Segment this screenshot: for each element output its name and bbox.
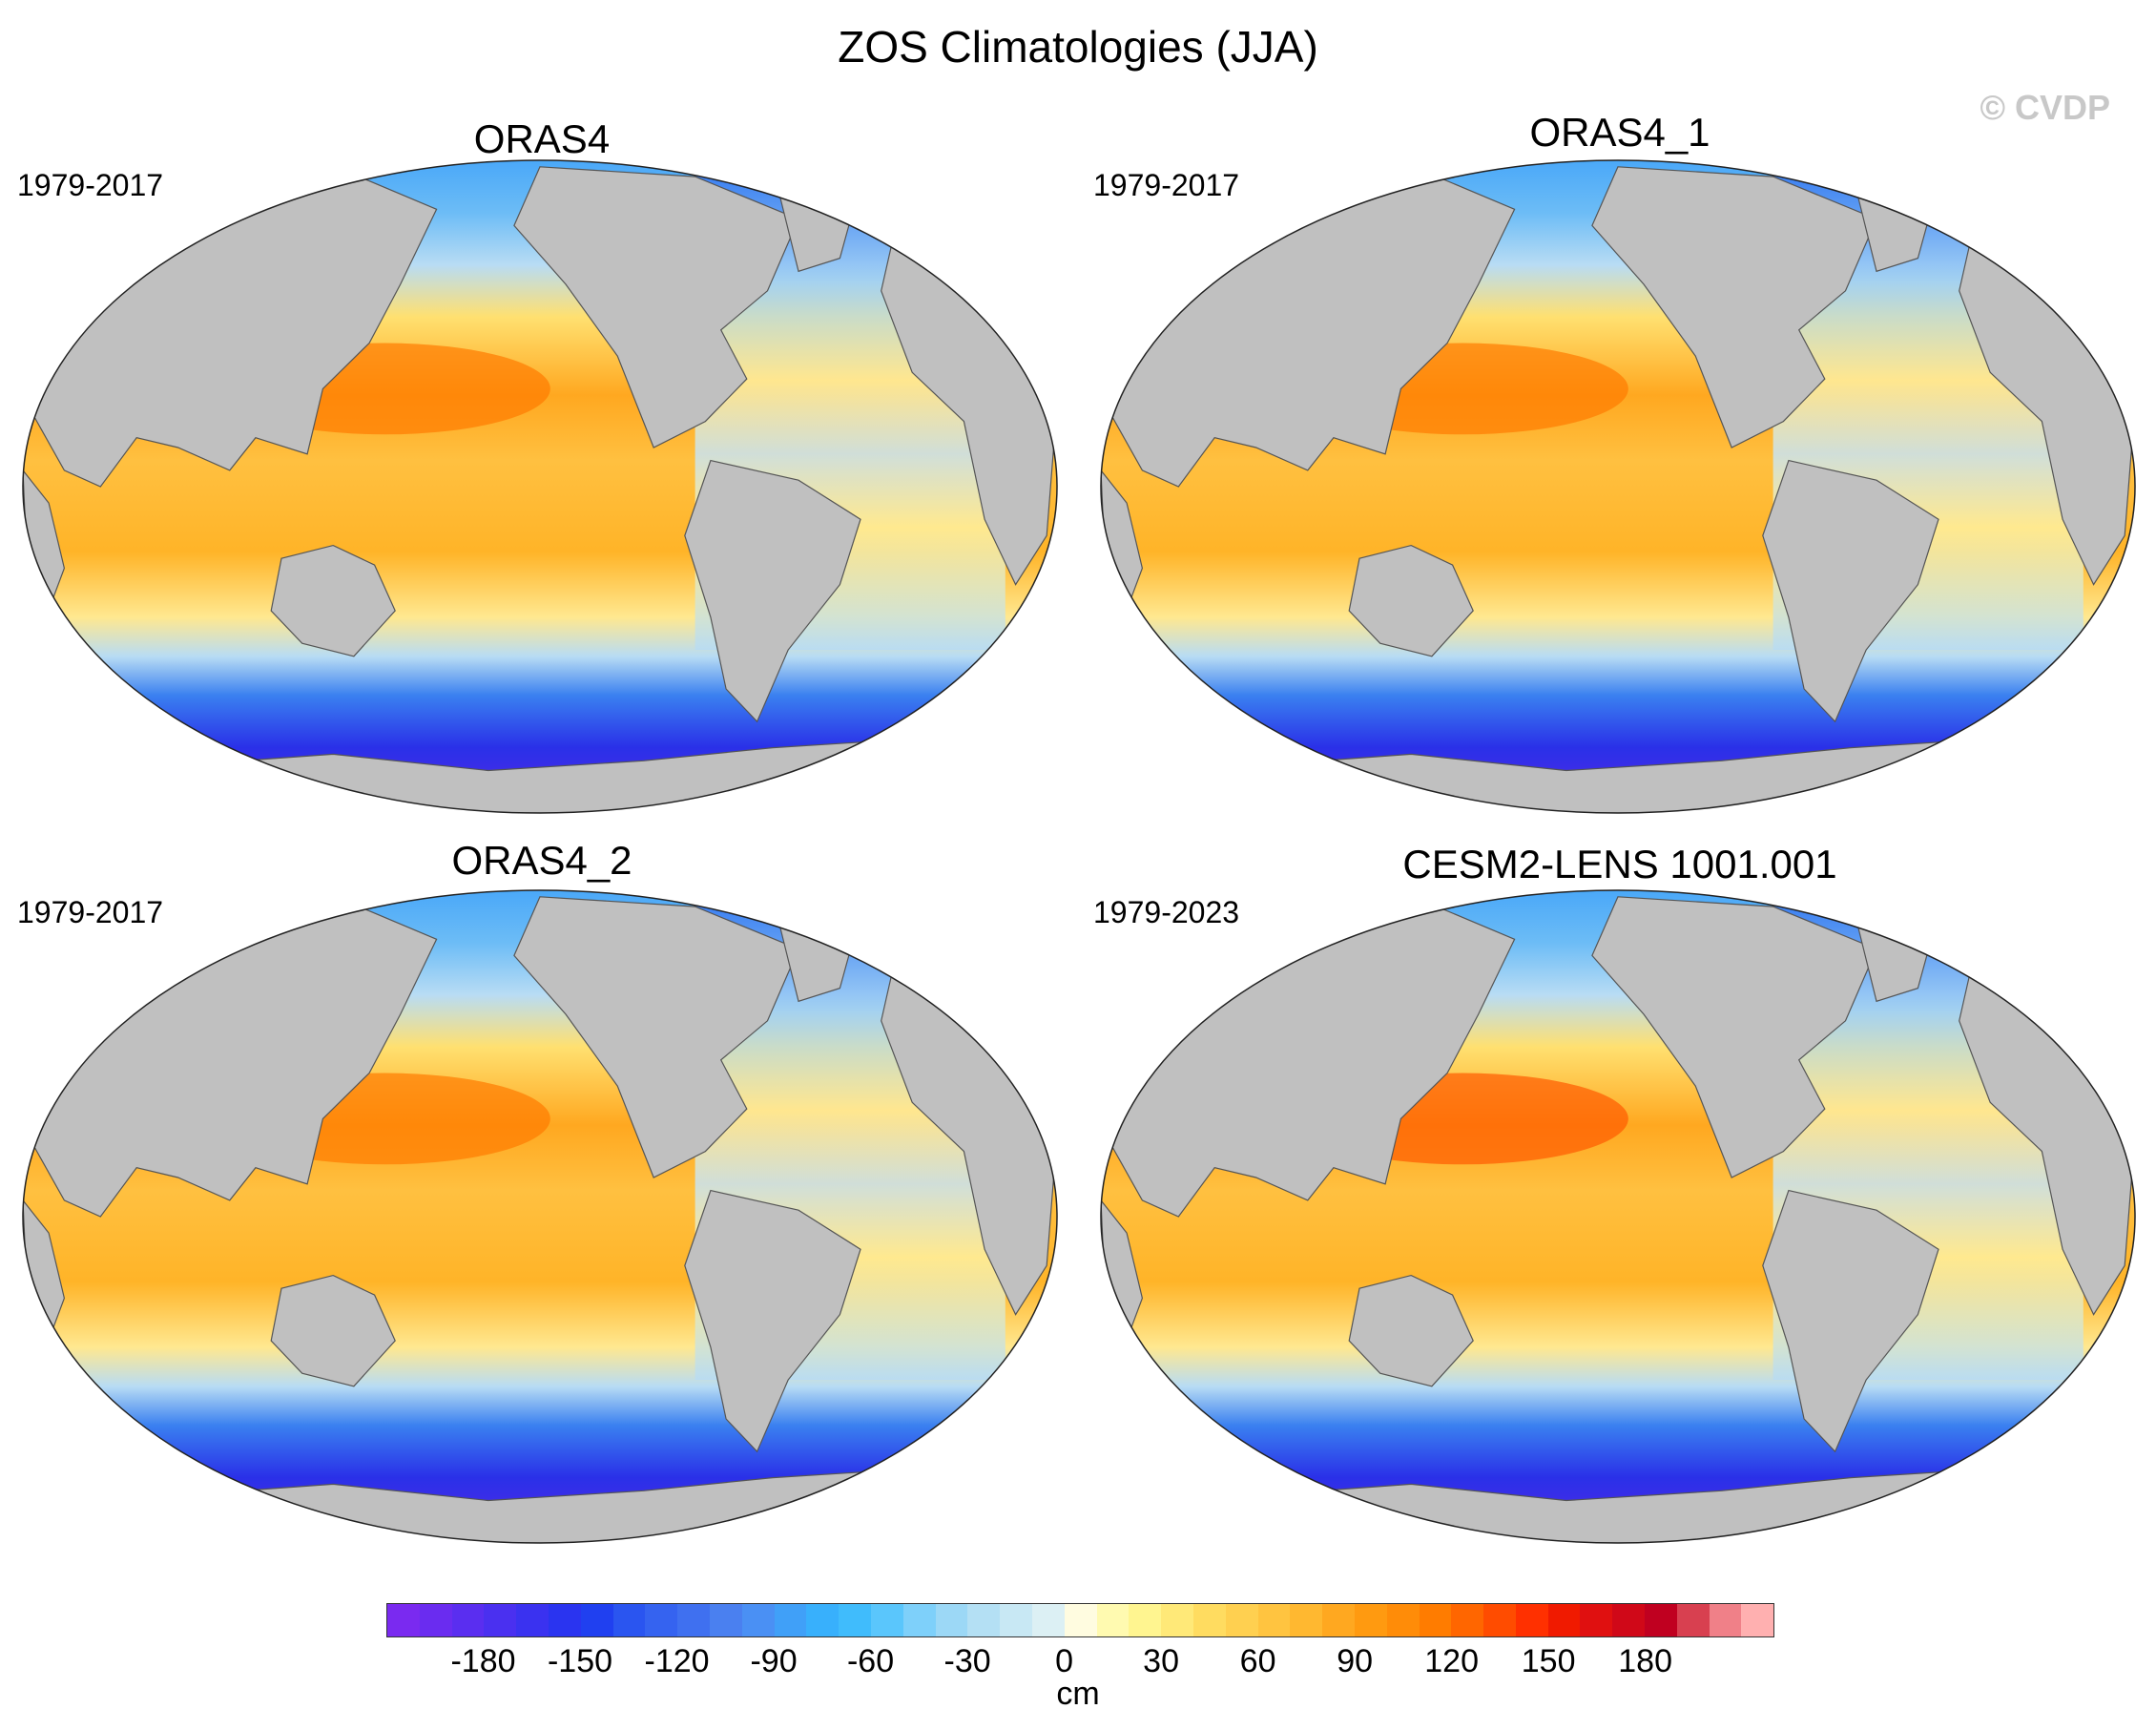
panel-title-3: ORAS4_2 (451, 838, 632, 883)
south-america-landmass (1762, 459, 1939, 723)
panel-title-4: CESM2-LENS 1001.001 (1402, 842, 1837, 886)
colorbar-tick-label: -120 (644, 1643, 710, 1679)
colorbar-swatch (451, 1604, 485, 1636)
australia-landmass (270, 1274, 396, 1387)
australia-landmass (1348, 1274, 1474, 1387)
copyright-label: © CVDP (1980, 88, 2110, 127)
colorbar-swatch (806, 1604, 840, 1636)
map-panel-1 (23, 160, 1057, 813)
colorbar-swatch (1322, 1604, 1355, 1636)
colorbar-swatch (1129, 1604, 1162, 1636)
colorbar-swatch (1451, 1604, 1484, 1636)
colorbar-swatch (1000, 1604, 1032, 1636)
colorbar-swatch (967, 1604, 1001, 1636)
colorbar-swatch (419, 1604, 452, 1636)
colorbar-swatch (1547, 1604, 1581, 1636)
colorbar-swatch (1645, 1604, 1677, 1636)
colorbar (386, 1603, 1774, 1637)
colorbar-swatch (1709, 1604, 1742, 1636)
map-border (22, 159, 1058, 814)
colorbar-swatch (1192, 1604, 1226, 1636)
colorbar-tick-label: -90 (750, 1643, 798, 1679)
colorbar-swatch (1483, 1604, 1516, 1636)
colorbar-tick-label: 90 (1337, 1643, 1374, 1679)
colorbar-swatch (1161, 1604, 1193, 1636)
colorbar-swatch (1225, 1604, 1258, 1636)
colorbar-swatch (516, 1604, 549, 1636)
map-border (22, 889, 1058, 1544)
colorbar-swatch (548, 1604, 581, 1636)
colorbar-swatch (1580, 1604, 1613, 1636)
colorbar-swatch (709, 1604, 742, 1636)
colorbar-swatch (1290, 1604, 1323, 1636)
colorbar-swatch (1676, 1604, 1710, 1636)
south-america-landmass (684, 459, 861, 723)
colorbar-tick-label: 120 (1424, 1643, 1479, 1679)
colorbar-tick-label: 0 (1055, 1643, 1074, 1679)
australia-landmass (1348, 544, 1474, 657)
north-america-landmass (513, 166, 799, 448)
map-panel-4 (1101, 890, 2135, 1543)
south-america-landmass (684, 1189, 861, 1453)
colorbar-swatch (1354, 1604, 1387, 1636)
colorbar-swatch (839, 1604, 871, 1636)
colorbar-tick-label: 180 (1618, 1643, 1673, 1679)
colorbar-swatch (1386, 1604, 1420, 1636)
figure-title: ZOS Climatologies (JJA) (838, 22, 1318, 72)
colorbar-swatch (902, 1604, 936, 1636)
colorbar-tick-label: -180 (450, 1643, 516, 1679)
colorbar-swatch (677, 1604, 710, 1636)
colorbar-swatch (1257, 1604, 1291, 1636)
colorbar-swatch (1031, 1604, 1065, 1636)
panel-period-4: 1979-2023 (1093, 895, 1240, 929)
colorbar-swatch (741, 1604, 775, 1636)
australia-landmass (270, 544, 396, 657)
colorbar-swatch (645, 1604, 678, 1636)
colorbar-tick-label: 60 (1239, 1643, 1276, 1679)
colorbar-swatch (580, 1604, 613, 1636)
colorbar-swatch (387, 1604, 420, 1636)
colorbar-swatch (1612, 1604, 1646, 1636)
map-panel-2 (1101, 160, 2135, 813)
north-america-landmass (1591, 166, 1877, 448)
panel-period-2: 1979-2017 (1093, 168, 1240, 202)
colorbar-tick-label: 30 (1143, 1643, 1179, 1679)
panel-title-1: ORAS4 (473, 116, 611, 161)
colorbar-swatch (612, 1604, 646, 1636)
colorbar-swatch (1419, 1604, 1452, 1636)
colorbar-tick-label: -30 (943, 1643, 991, 1679)
south-america-landmass (1762, 1189, 1939, 1453)
colorbar-swatch (1741, 1604, 1774, 1636)
panel-period-1: 1979-2017 (17, 168, 164, 202)
north-america-landmass (1591, 896, 1877, 1178)
colorbar-swatch (935, 1604, 968, 1636)
map-border (1100, 159, 2136, 814)
colorbar-tick-label: -150 (547, 1643, 613, 1679)
panel-title-2: ORAS4_1 (1529, 110, 1710, 155)
colorbar-swatch (484, 1604, 517, 1636)
north-america-landmass (513, 896, 799, 1178)
colorbar-swatch (1064, 1604, 1097, 1636)
panel-period-3: 1979-2017 (17, 895, 164, 929)
colorbar-swatch (1096, 1604, 1130, 1636)
colorbar-swatch (774, 1604, 807, 1636)
colorbar-tick-label: 150 (1521, 1643, 1576, 1679)
colorbar-swatch (1515, 1604, 1548, 1636)
colorbar-tick-label: -60 (846, 1643, 895, 1679)
colorbar-units: cm (1056, 1676, 1100, 1712)
map-panel-3 (23, 890, 1057, 1543)
colorbar-swatch (870, 1604, 903, 1636)
map-border (1100, 889, 2136, 1544)
